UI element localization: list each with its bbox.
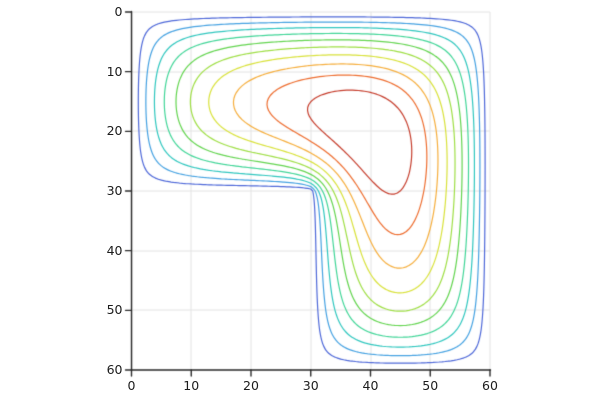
y-axis-tick-label: 20 <box>106 123 123 139</box>
x-axis-tick-label: 20 <box>243 378 259 393</box>
y-axis-tick-label: 30 <box>106 183 123 198</box>
x-axis-tick-label: 60 <box>482 378 498 393</box>
y-axis-tick-label: 60 <box>106 362 123 377</box>
y-axis-tick-label: 0 <box>114 4 123 19</box>
x-axis-tick-label: 10 <box>183 378 200 393</box>
x-axis-tick-label: 50 <box>422 378 439 393</box>
y-axis-tick-label: 50 <box>106 302 123 318</box>
x-axis-tick-label: 0 <box>127 378 136 393</box>
y-axis-tick-label: 10 <box>106 63 123 79</box>
x-axis-tick-label: 40 <box>362 378 379 393</box>
x-axis-tick-label: 30 <box>302 378 319 393</box>
y-axis-tick-label: 40 <box>106 242 123 258</box>
